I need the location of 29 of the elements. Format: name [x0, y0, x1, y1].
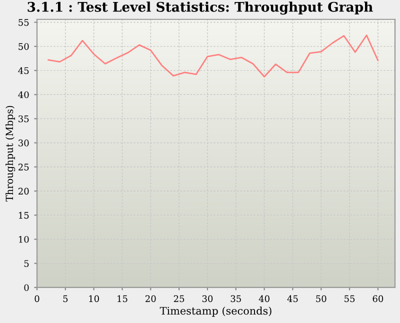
y-tick-label: 10: [18, 236, 29, 243]
y-tick-label: 35: [18, 115, 29, 122]
x-tick-label: 55: [344, 295, 355, 302]
y-tick-label: 50: [18, 43, 29, 50]
line-series: [48, 34, 379, 78]
x-tick-label: 25: [174, 295, 184, 302]
x-tick-label: 60: [372, 295, 384, 302]
x-tick-label: 5: [63, 295, 68, 302]
y-tick-label: 25: [18, 164, 29, 170]
x-tick-label: 0: [34, 295, 40, 302]
y-tick-label: 40: [18, 91, 29, 98]
x-axis-title: Timestamp (seconds): [160, 306, 272, 317]
y-axis-title: Throughput (Mbps): [6, 106, 16, 202]
x-tick-label: 40: [258, 295, 270, 302]
x-tick-label: 20: [146, 295, 156, 302]
x-tick-label: 15: [118, 295, 128, 302]
y-tick-label: 30: [18, 140, 29, 146]
x-tick-label: 50: [316, 295, 326, 302]
x-tick-label: 45: [287, 295, 298, 302]
y-tick-label: 15: [18, 212, 29, 219]
y-tick-label: 0: [24, 284, 29, 292]
x-tick-label: 35: [230, 295, 241, 302]
y-tick-label: 45: [18, 67, 29, 74]
y-tick-label: 55: [18, 19, 29, 26]
x-tick-label: 10: [89, 295, 99, 302]
y-tick-label: 20: [18, 188, 29, 195]
x-tick-label: 30: [202, 295, 213, 302]
y-tick-label: 5: [24, 260, 29, 267]
chart-title: 3.1.1 : Test Level Statistics: Throughput Graph: [28, 2, 373, 15]
